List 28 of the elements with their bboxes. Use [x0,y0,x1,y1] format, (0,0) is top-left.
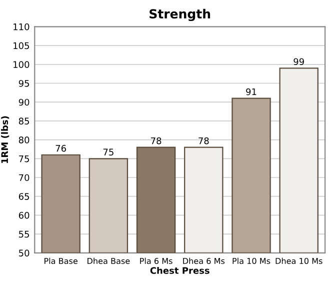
data-label: 76 [56,144,66,152]
data-label: 78 [198,137,209,144]
x-tick-label: Pla 6 Ms [140,258,172,264]
y-axis-title: 1RM (lbs) [1,116,10,164]
x-tick-label: Dhea Base [88,258,130,264]
x-tick-label: Pla Base [44,258,78,264]
y-tick-label: 50 [19,250,30,256]
y-tick-label: 65 [18,193,29,200]
data-label: 99 [294,58,304,66]
data-label: 75 [103,148,114,156]
x-tick-label: Dhea 10 Ms [276,258,322,264]
data-label: 78 [151,137,162,144]
y-tick-label: 105 [14,42,29,50]
y-tick-label: 80 [18,136,30,144]
data-label: 91 [246,88,256,96]
y-tick-label: 55 [19,230,29,238]
y-tick-label: 60 [18,212,30,219]
x-tick-label: Dhea 6 Ms [183,258,225,264]
y-tick-label: 75 [19,155,29,162]
x-axis-title: Chest Press [150,266,210,274]
x-tick-label: Pla 10 Ms [232,258,270,264]
y-tick-label: 110 [14,23,30,30]
y-tick-label: 100 [14,61,30,68]
chart-title: Strength [150,8,210,22]
y-tick-label: 95 [18,80,29,87]
y-tick-label: 70 [19,174,30,182]
y-tick-label: 85 [18,118,29,125]
y-tick-label: 90 [18,98,30,106]
